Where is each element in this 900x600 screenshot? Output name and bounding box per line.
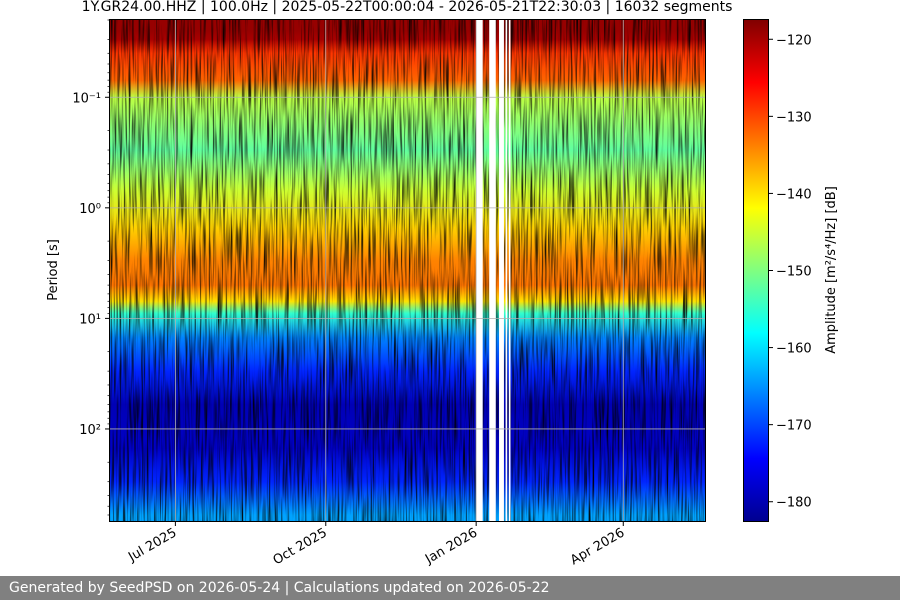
grid-layer [110,20,705,521]
y-axis-label: Period [s] [46,239,61,301]
heatmap-texture [110,20,705,521]
y-tick-label: 10¹ [79,312,101,327]
colorbar-tick-label: −180 [776,496,812,511]
x-tick-label: Jul 2025 [125,525,179,565]
colorbar-tick-label: −140 [776,187,812,202]
data-gap [508,20,511,521]
x-tick-label: Apr 2026 [568,525,627,568]
y-tick-label: 10² [79,423,101,438]
colorbar-tick-label: −120 [776,33,812,48]
chart-title: 1Y.GR24.00.HHZ | 100.0Hz | 2025-05-22T00… [82,0,733,15]
footer-bar: Generated by SeedPSD on 2026-05-24 | Cal… [0,576,900,600]
data-gap [476,20,483,521]
colorbar-tick-label: −130 [776,110,812,125]
x-axis: Jul 2025 Oct 2025 Jan 2026 Apr 2026 [125,521,627,568]
x-tick-label: Jan 2026 [422,525,480,567]
colorbar-tick-label: −150 [776,265,812,280]
y-axis: 10⁻¹ 10⁰ 10¹ 10² [72,19,110,516]
data-gap [499,20,504,521]
colorbar-tick-label: −160 [776,342,812,357]
y-tick-label: 10⁰ [79,202,101,217]
plot-frame [109,19,706,522]
data-gap [505,20,508,521]
heatmap-layer [110,20,705,521]
colorbar-label: Amplitude [m²/s⁴/Hz] [dB] [824,186,839,354]
colorbar-axis: −120 −130 −140 −150 −160 −170 −180 [768,33,812,511]
colorbar [743,19,769,522]
x-tick-label: Oct 2025 [271,525,330,568]
footer-text: Generated by SeedPSD on 2026-05-24 | Cal… [9,580,550,596]
data-gap-layer [476,20,511,521]
colorbar-tick-label: −170 [776,419,812,434]
y-tick-label: 10⁻¹ [72,91,101,106]
data-gap [489,20,496,521]
